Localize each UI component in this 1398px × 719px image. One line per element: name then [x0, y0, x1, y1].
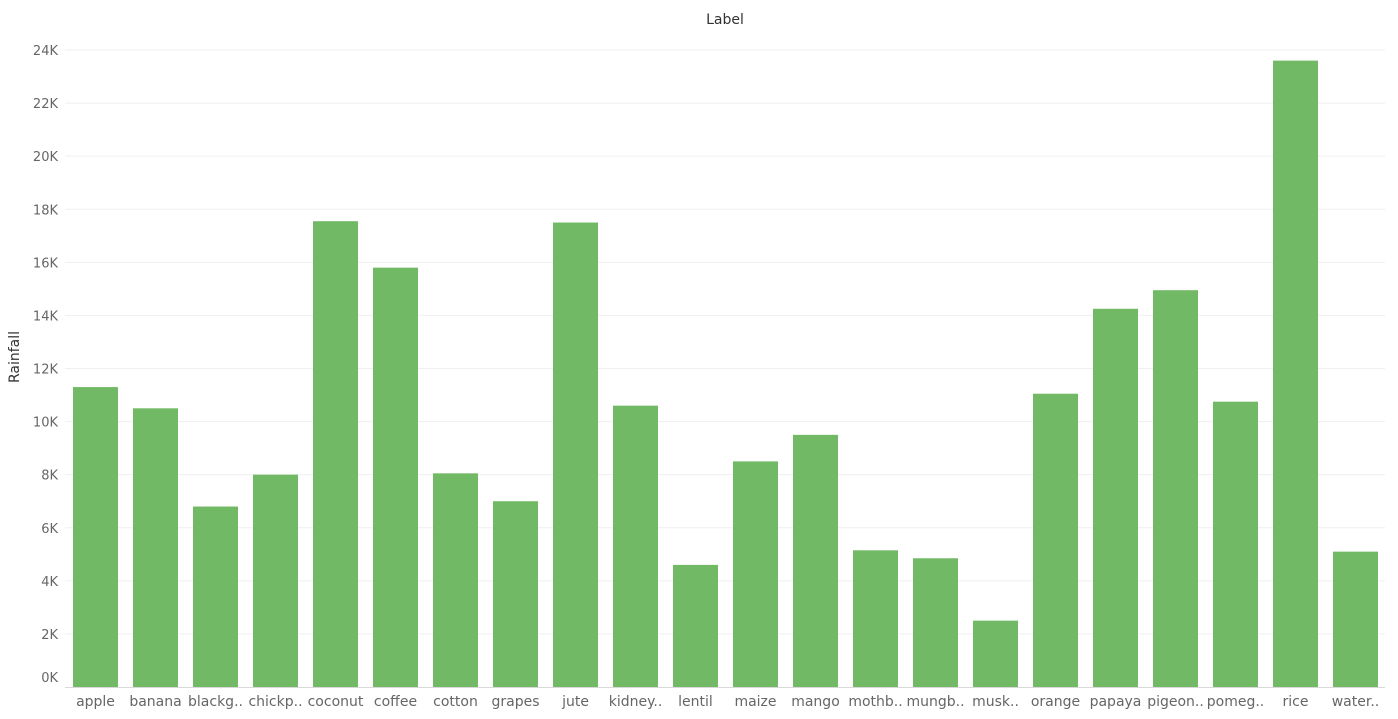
bar-musk[interactable] [973, 620, 1018, 687]
x-axis-categories: apple banana blackg.. chickp.. coconut coffee… [76, 694, 1379, 710]
bar-pomeg[interactable] [1213, 401, 1258, 687]
x-category-label: maize [734, 694, 776, 710]
y-tick-label: 12K [33, 363, 59, 378]
x-category-label: pigeon.. [1147, 694, 1204, 710]
bar-chickp[interactable] [253, 474, 298, 687]
y-tick-label: 0K [41, 671, 58, 686]
y-axis-label: Rainfall [7, 331, 23, 383]
x-category-label: mothb.. [848, 694, 902, 710]
y-tick-label: 22K [33, 97, 59, 112]
x-category-label: cotton [433, 694, 478, 710]
x-category-label: blackg.. [188, 694, 243, 710]
bar-mango[interactable] [793, 434, 838, 687]
x-category-label: coffee [374, 694, 417, 710]
x-category-label: chickp.. [248, 694, 302, 710]
x-category-label: musk.. [972, 694, 1019, 710]
bar-mungb[interactable] [913, 558, 958, 687]
bar-pigeon[interactable] [1153, 290, 1198, 687]
x-category-label: coconut [308, 694, 364, 710]
bar-blackg[interactable] [193, 506, 238, 687]
x-category-label: kidney.. [609, 694, 663, 710]
bar-lentil[interactable] [673, 564, 718, 687]
x-category-label: papaya [1090, 694, 1142, 710]
bar-orange[interactable] [1033, 393, 1078, 687]
bar-kidney[interactable] [613, 405, 658, 687]
bar-papaya[interactable] [1093, 308, 1138, 687]
bar-maize[interactable] [733, 461, 778, 687]
x-category-label: jute [561, 694, 589, 710]
x-category-label: water.. [1332, 694, 1380, 710]
bar-coconut[interactable] [313, 221, 358, 687]
chart-title: Label [706, 12, 744, 28]
y-tick-label: 14K [33, 309, 59, 324]
bars [73, 60, 1378, 688]
y-tick-label: 16K [33, 256, 59, 271]
bar-cotton[interactable] [433, 473, 478, 687]
y-tick-label: 6K [41, 522, 58, 537]
x-category-label: apple [76, 694, 115, 710]
y-tick-label: 24K [33, 44, 59, 59]
y-axis-ticks: 0K 2K 4K 6K 8K 10K 12K 14K 16K 18K 20K 22K 24K [33, 44, 59, 686]
bar-grapes[interactable] [493, 501, 538, 687]
bar-jute[interactable] [553, 222, 598, 688]
x-category-label: rice [1283, 694, 1309, 710]
x-category-label: grapes [491, 694, 539, 710]
bar-coffee[interactable] [373, 267, 418, 687]
y-tick-label: 4K [41, 575, 58, 590]
x-category-label: pomeg.. [1207, 694, 1265, 710]
y-tick-label: 8K [41, 469, 58, 484]
x-category-label: mango [791, 694, 840, 710]
x-category-label: orange [1031, 694, 1080, 710]
bar-apple[interactable] [73, 387, 118, 687]
bar-rice[interactable] [1273, 60, 1318, 688]
x-category-label: mungb.. [906, 694, 964, 710]
y-tick-label: 18K [33, 203, 59, 218]
bar-water[interactable] [1333, 551, 1378, 687]
y-tick-label: 2K [41, 628, 58, 643]
y-tick-label: 10K [33, 416, 59, 431]
x-category-label: lentil [678, 694, 713, 710]
bar-banana[interactable] [133, 408, 178, 687]
y-tick-label: 20K [33, 150, 59, 165]
x-category-label: banana [129, 694, 181, 710]
bar-mothb[interactable] [853, 550, 898, 687]
